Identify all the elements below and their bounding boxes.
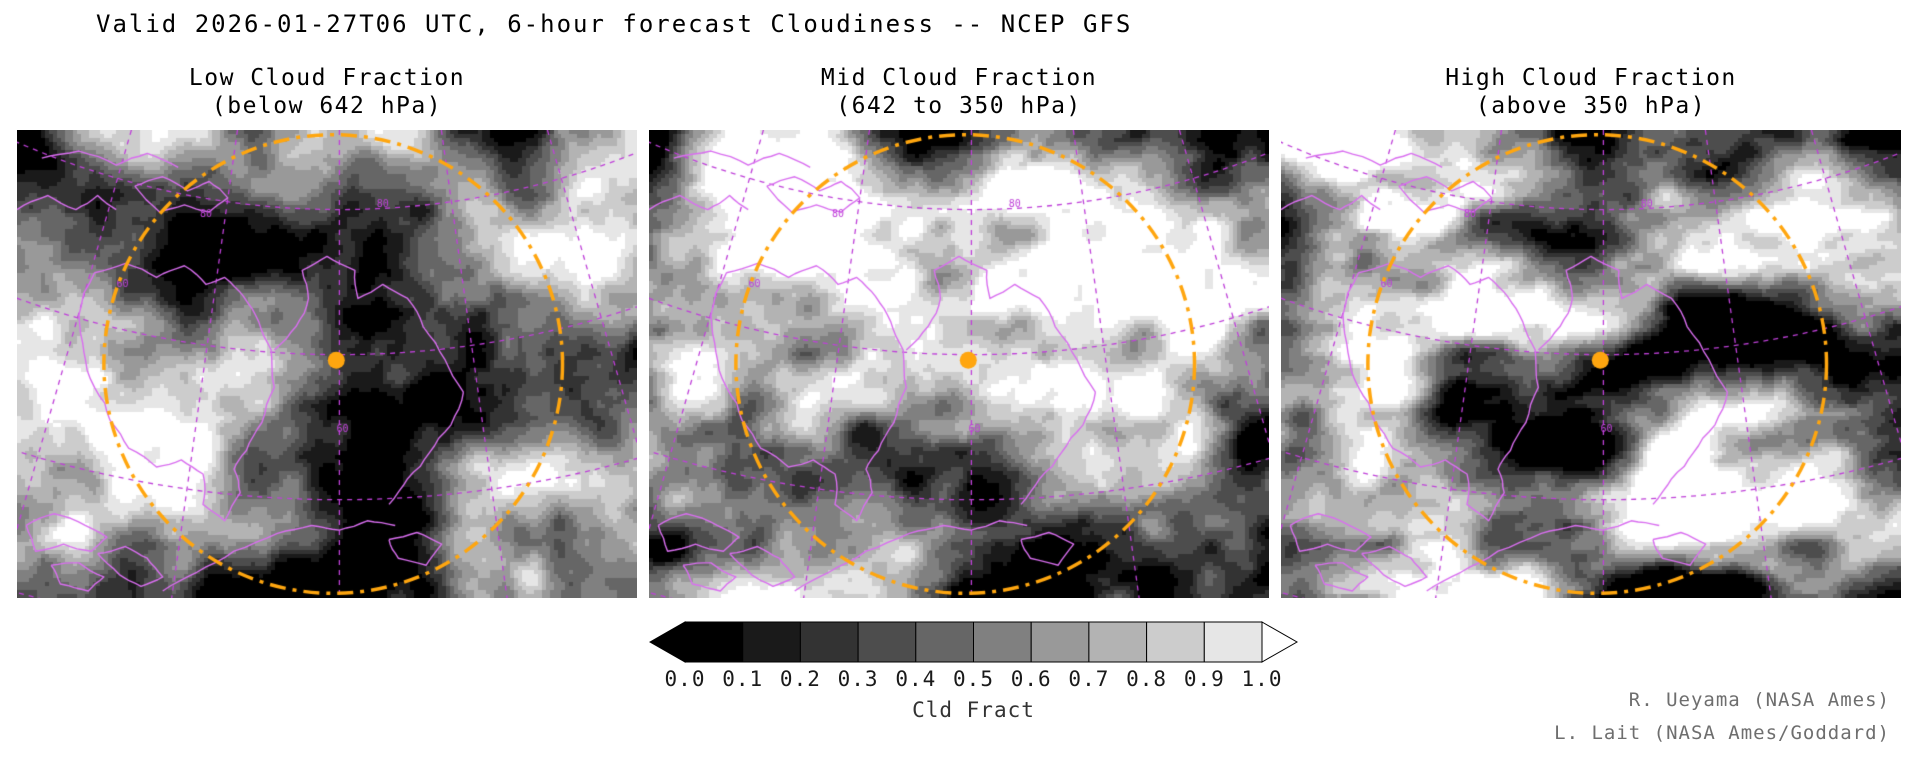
figure-title: Valid 2026-01-27T06 UTC, 6-hour forecast… xyxy=(96,10,1133,38)
panel-high-title: High Cloud Fraction xyxy=(1445,65,1737,91)
credits: R. Ueyama (NASA Ames) L. Lait (NASA Ames… xyxy=(1554,684,1890,750)
colorbar-tick-label: 0.8 xyxy=(1126,667,1168,691)
panel-mid-subtitle: (642 to 350 hPa) xyxy=(836,93,1082,119)
colorbar-tick-label: 0.3 xyxy=(837,667,879,691)
credits-line-2: L. Lait (NASA Ames/Goddard) xyxy=(1554,722,1890,744)
panel-low-title: Low Cloud Fraction xyxy=(188,65,466,91)
colorbar-tick-label: 0.9 xyxy=(1183,667,1225,691)
colorbar-ramp xyxy=(649,621,1298,663)
colorbar-caption: Cld Fract xyxy=(912,698,1035,722)
colorbar-tick-label: 0.0 xyxy=(664,667,706,691)
panel-low-subtitle: (below 642 hPa) xyxy=(211,93,443,119)
colorbar-tick-label: 0.2 xyxy=(779,667,821,691)
low-cloud-map-canvas xyxy=(17,130,637,598)
colorbar-tick-label: 0.5 xyxy=(953,667,994,691)
panel-high-cloud: High Cloud Fraction (above 350 hPa) xyxy=(1281,64,1901,598)
colorbar-tick-label: 0.1 xyxy=(722,667,764,691)
colorbar-tick-label: 0.4 xyxy=(895,667,937,691)
panel-low-cloud: Low Cloud Fraction (below 642 hPa) xyxy=(17,64,637,598)
colorbar-tick-label: 1.0 xyxy=(1241,667,1283,691)
mid-cloud-map-canvas xyxy=(649,130,1269,598)
colorbar-tick-label: 0.7 xyxy=(1068,667,1110,691)
panel-mid-title: Mid Cloud Fraction xyxy=(820,65,1098,91)
colorbar-tick-row: 0.0 0.1 0.2 0.3 0.4 0.5 0.6 0.7 0.8 0.9 1.0 xyxy=(649,667,1298,695)
colorbar-tick-label: 0.6 xyxy=(1010,667,1052,691)
high-cloud-map-canvas xyxy=(1281,130,1901,598)
colorbar: 0.0 0.1 0.2 0.3 0.4 0.5 0.6 0.7 0.8 0.9 1.0 Cld Fr… xyxy=(649,620,1298,722)
credits-line-1: R. Ueyama (NASA Ames) xyxy=(1628,689,1890,711)
panel-mid-cloud: Mid Cloud Fraction (642 to 350 hPa) xyxy=(649,64,1269,598)
panel-high-subtitle: (above 350 hPa) xyxy=(1475,93,1707,119)
